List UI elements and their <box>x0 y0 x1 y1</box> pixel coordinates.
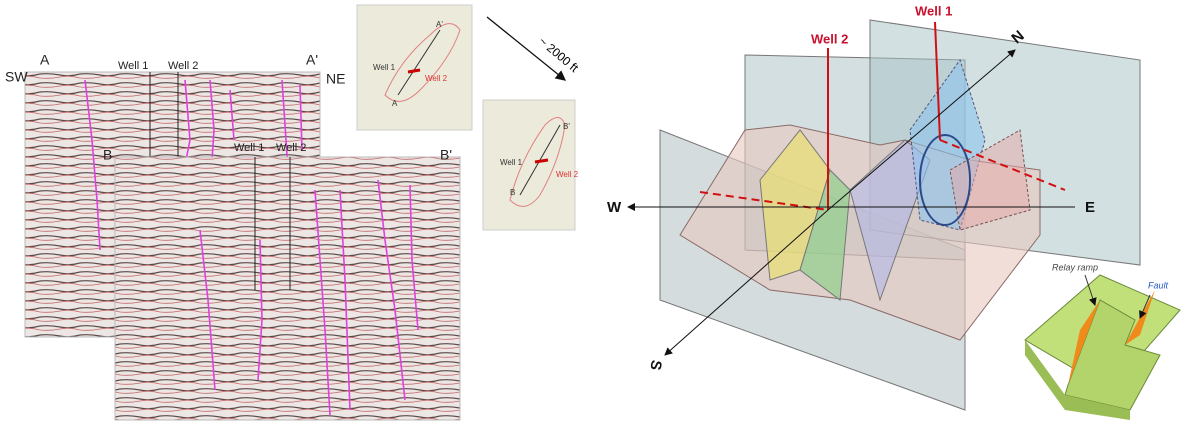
seismic-section-b <box>115 157 460 420</box>
page: { "section_a": {"left": "SW", "right": "… <box>0 0 1192 423</box>
offset-note: ~ 2000 ft <box>536 34 582 75</box>
wells <box>535 160 548 162</box>
label: W <box>607 199 622 216</box>
label: A <box>40 52 50 68</box>
label: S <box>646 359 664 372</box>
label: A <box>392 99 398 108</box>
label: Well 2 <box>276 142 306 154</box>
label: Well 1 <box>500 158 523 167</box>
label: B <box>103 147 112 163</box>
label: Well 1 <box>373 63 396 72</box>
label: B' <box>563 122 570 131</box>
label: Well 1 <box>234 142 264 154</box>
label: Well 2 <box>425 74 448 83</box>
label: A' <box>436 20 443 29</box>
label: B <box>510 188 515 197</box>
label: Well 2 <box>556 170 579 179</box>
label: Relay ramp <box>1052 262 1098 272</box>
figure: SW A Well 1 Well 2 A' NE B Well 1 Well 2… <box>0 0 1192 423</box>
label: SW <box>5 69 28 85</box>
label: A' <box>306 52 318 68</box>
label: E <box>1085 199 1095 216</box>
label: Fault <box>1148 280 1169 290</box>
map-b <box>483 100 575 230</box>
label: Well 2 <box>168 60 198 72</box>
label: Well 2 <box>811 31 848 46</box>
label: NE <box>326 71 345 87</box>
label: B' <box>440 147 452 163</box>
wells <box>408 70 420 72</box>
label: Well 1 <box>118 60 148 72</box>
label: Well 1 <box>915 3 952 18</box>
